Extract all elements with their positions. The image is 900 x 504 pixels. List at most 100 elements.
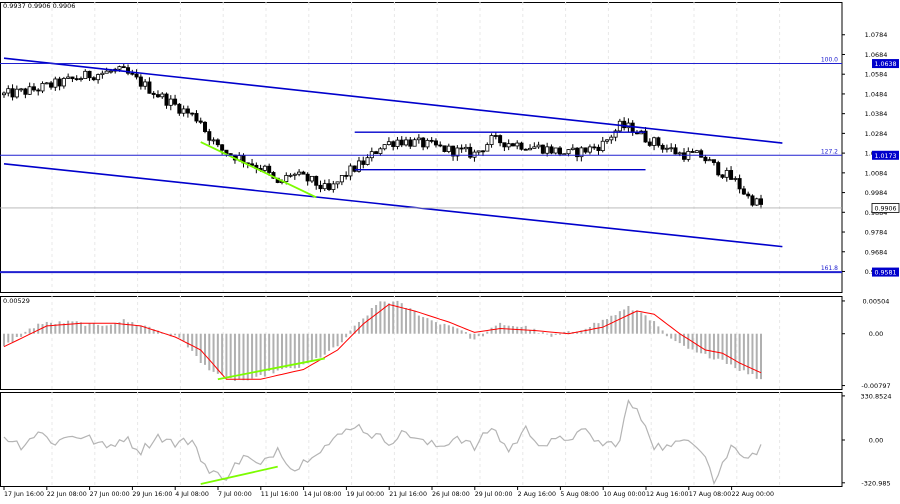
candle-body	[126, 67, 131, 74]
candle-body	[83, 70, 88, 79]
candle-body	[609, 136, 614, 141]
x-axis-label-1: 22 Jun 08:00	[47, 491, 87, 498]
x-axis-label-16: 17 Aug 08:00	[689, 491, 731, 498]
candle-body	[322, 183, 327, 190]
candle-body	[339, 175, 344, 183]
candle-body	[61, 78, 66, 87]
x-axis-label-14: 10 Aug 00:00	[603, 491, 645, 498]
candle-body	[40, 83, 45, 92]
price-tick-label: 1.0384	[865, 110, 888, 118]
candle-body	[352, 165, 357, 172]
x-axis-label-13: 5 Aug 08:00	[560, 491, 598, 498]
x-axis-label-2: 27 Jun 00:00	[90, 491, 130, 498]
candle-body	[194, 113, 199, 122]
candle-body	[489, 135, 494, 145]
price-panel-frame	[0, 2, 843, 293]
candle-body	[630, 122, 635, 133]
candle-body	[190, 112, 195, 115]
candle-body	[309, 175, 314, 182]
x-axis-label-11: 29 Jul 00:00	[475, 491, 513, 498]
candle-body	[404, 139, 409, 146]
macd-panel-frame	[0, 296, 843, 390]
fib-level-badge	[872, 267, 899, 277]
current-price-badge	[871, 203, 900, 213]
candle-body	[185, 108, 190, 114]
candle-body	[74, 78, 79, 81]
candle-body	[262, 165, 267, 171]
candle-body	[429, 139, 434, 142]
fib-level-badge-text: 0.9581	[874, 270, 896, 277]
candle-body	[395, 139, 400, 147]
candle-body	[557, 147, 562, 155]
candle-body	[754, 198, 759, 206]
candle-body	[416, 137, 421, 141]
candle-body	[331, 183, 336, 190]
price-tick-label: 0.9684	[865, 248, 888, 256]
candle-body	[100, 72, 105, 75]
price-tick-label: 1.0484	[865, 90, 888, 98]
candle-body	[451, 145, 456, 157]
x-axis-label-4: 4 Jul 08:00	[175, 491, 209, 498]
price-tick-label: 1.0684	[865, 51, 888, 59]
candle-body	[493, 135, 498, 137]
candle-body	[151, 92, 156, 95]
candle-body	[575, 147, 580, 158]
candle-body	[386, 141, 391, 145]
candle-body	[284, 175, 289, 182]
candle-body	[498, 135, 503, 144]
x-axis-label-17: 22 Aug 00:00	[732, 491, 774, 498]
candle-body	[87, 70, 92, 79]
candle-body	[532, 146, 537, 149]
macd-header-text: 0.00529	[3, 297, 30, 305]
candle-body	[250, 163, 255, 166]
candle-body	[14, 88, 19, 98]
x-axis-label-12: 2 Aug 16:00	[518, 491, 556, 498]
candle-body	[177, 103, 182, 114]
candle-body	[391, 141, 396, 147]
candle-body	[36, 89, 41, 92]
candle-body	[399, 139, 404, 146]
candle-body	[528, 147, 533, 151]
x-axis-label-0: 17 Jun 16:00	[4, 491, 44, 498]
candle-body	[729, 170, 734, 180]
candle-body	[314, 175, 319, 186]
fib-level-label: 127.2	[821, 148, 838, 155]
price-tick-label: 0.9784	[865, 229, 888, 237]
candle-body	[502, 142, 507, 148]
candle-body	[605, 139, 610, 142]
macd-divergence-line	[217, 357, 325, 381]
candle-body	[49, 82, 54, 88]
candle-body	[596, 146, 601, 152]
candle-body	[741, 188, 746, 195]
candle-body	[540, 144, 545, 154]
candle-body	[198, 120, 203, 123]
candle-body	[421, 137, 426, 148]
candle-body	[91, 77, 96, 81]
candle-body	[455, 147, 460, 157]
candle-body	[468, 146, 473, 158]
candle-body	[583, 147, 588, 153]
price-tick-label: 1.0284	[865, 130, 888, 138]
candle-body	[570, 147, 575, 150]
candle-body	[288, 174, 293, 177]
cci-tick-label: 330.8524	[860, 392, 891, 400]
fib-level-label: 100.0	[821, 57, 838, 64]
candle-body	[305, 173, 310, 182]
candle-body	[138, 76, 143, 87]
cci-tick-label: -320.985	[861, 479, 890, 487]
candle-body	[344, 175, 349, 177]
x-axis-label-7: 14 Jul 08:00	[304, 491, 342, 498]
candle-body	[220, 144, 225, 151]
candle-body	[472, 151, 477, 158]
candle-body	[78, 78, 83, 80]
candle-body	[53, 78, 58, 88]
x-axis-label-8: 19 Jul 00:00	[346, 491, 384, 498]
price-header-text: 0.9937 0.9906 0.9906	[3, 2, 75, 10]
candle-body	[720, 174, 725, 178]
candle-body	[459, 147, 464, 150]
candle-body	[481, 150, 486, 153]
candle-body	[536, 144, 541, 148]
candle-body	[750, 195, 755, 206]
